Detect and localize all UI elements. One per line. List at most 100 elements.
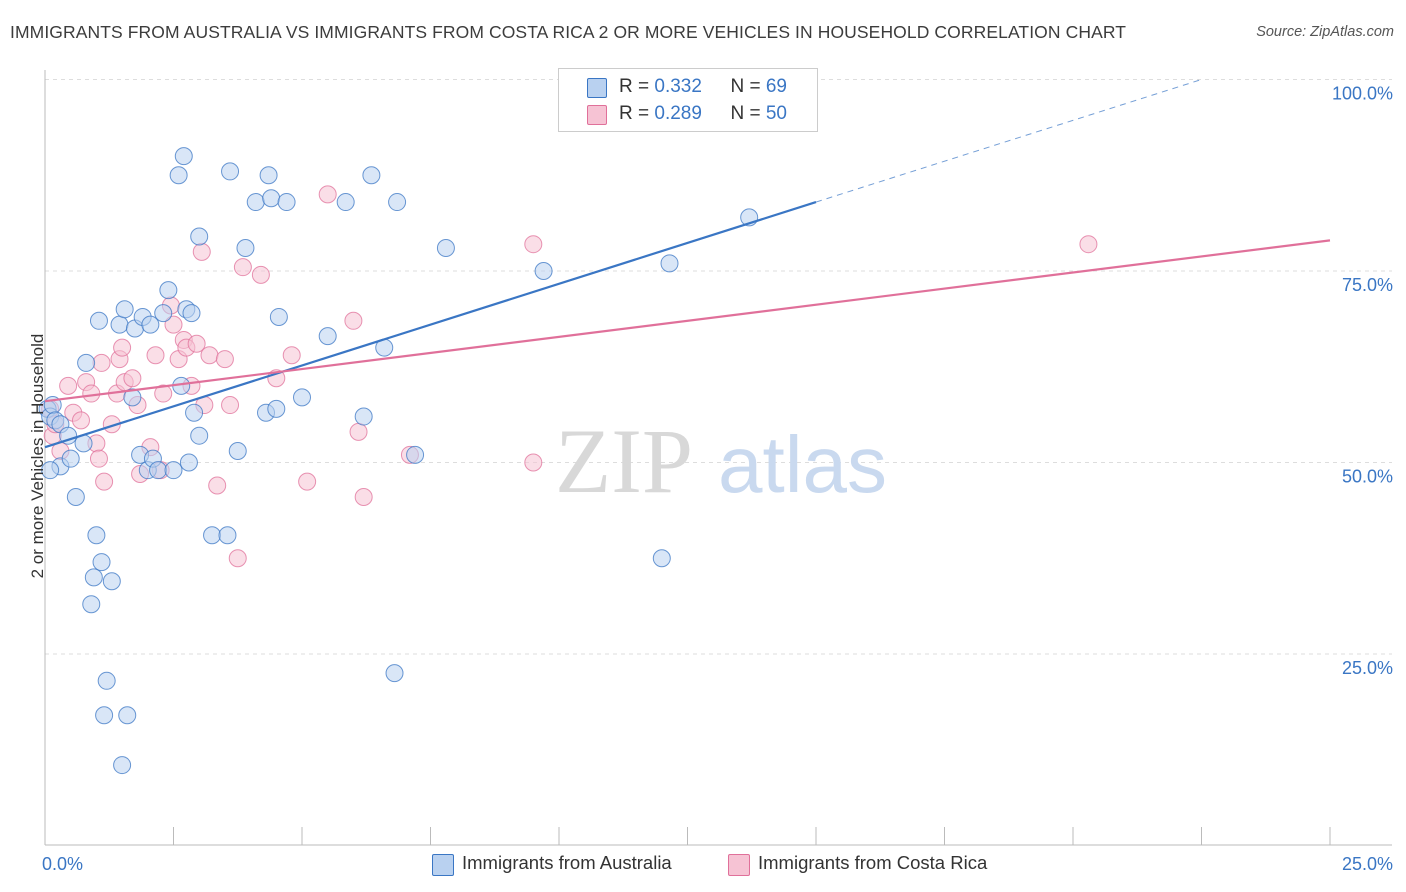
point-australia-8 — [61, 449, 80, 468]
point-costa-rica-22 — [146, 346, 165, 365]
point-costa-rica-50 — [524, 453, 543, 472]
point-costa-rica-39 — [233, 258, 252, 277]
y-tick-label-100: 100.0% — [1332, 84, 1393, 104]
point-costa-rica-37 — [221, 396, 240, 415]
point-australia-53 — [267, 399, 286, 418]
point-australia-55 — [277, 193, 296, 212]
bottom-legend-label-costa-rica: Immigrants from Costa Rica — [758, 852, 988, 873]
point-costa-rica-11 — [92, 353, 111, 372]
point-costa-rica-10 — [89, 449, 108, 468]
x-tick-label-1: 25.0% — [1342, 854, 1393, 874]
watermark-atlas: atlas — [718, 420, 887, 509]
trend-line-costa-rica — [44, 239, 1331, 403]
point-costa-rica-31 — [187, 334, 206, 353]
watermark: ZIP atlas — [555, 410, 887, 512]
point-australia-68 — [660, 254, 679, 273]
point-costa-rica-51 — [1079, 235, 1098, 254]
point-australia-19 — [102, 572, 121, 591]
point-australia-59 — [354, 407, 373, 426]
point-australia-37 — [174, 147, 193, 166]
point-australia-23 — [118, 706, 137, 725]
legend-n-value-costa-rica: 50 — [765, 103, 787, 124]
legend-swatch-australia — [587, 78, 607, 98]
point-costa-rica-44 — [318, 185, 337, 204]
point-australia-16 — [92, 553, 111, 572]
point-australia-21 — [113, 756, 132, 775]
point-costa-rica-42 — [282, 346, 301, 365]
point-australia-54 — [269, 307, 288, 326]
point-australia-52 — [262, 189, 281, 208]
y-axis-label: 2 or more Vehicles in Household — [28, 333, 47, 579]
point-australia-32 — [154, 304, 173, 323]
point-australia-20 — [110, 315, 129, 334]
point-australia-40 — [182, 304, 201, 323]
trend-line-australia-extension — [815, 79, 1202, 203]
point-costa-rica-35 — [208, 476, 227, 495]
point-australia-57 — [318, 327, 337, 346]
chart-title: IMMIGRANTS FROM AUSTRALIA VS IMMIGRANTS … — [10, 22, 1127, 42]
point-costa-rica-18 — [123, 369, 142, 388]
point-australia-14 — [87, 526, 106, 545]
point-australia-12 — [82, 595, 101, 614]
legend-r-label-australia: R = — [619, 76, 655, 97]
point-costa-rica-38 — [228, 549, 247, 568]
point-costa-rica-43 — [298, 472, 317, 491]
point-australia-45 — [218, 526, 237, 545]
point-australia-6 — [41, 461, 60, 480]
point-australia-63 — [388, 193, 407, 212]
point-costa-rica-49 — [524, 235, 543, 254]
point-australia-64 — [406, 445, 425, 464]
bottom-legend-swatch-australia — [432, 854, 454, 876]
bottom-legend-swatch-costa-rica — [728, 854, 750, 876]
y-tick-label-50: 50.0% — [1342, 467, 1393, 487]
point-australia-66 — [534, 262, 553, 280]
point-australia-31 — [149, 461, 168, 480]
point-australia-44 — [203, 526, 222, 545]
point-australia-41 — [185, 403, 204, 422]
point-costa-rica-6 — [71, 411, 90, 430]
point-australia-43 — [190, 227, 209, 246]
point-australia-9 — [66, 487, 85, 506]
point-australia-15 — [89, 311, 108, 330]
point-australia-65 — [436, 239, 455, 258]
point-australia-24 — [123, 388, 142, 407]
point-costa-rica-8 — [82, 384, 101, 403]
point-australia-18 — [97, 671, 116, 690]
legend-r-label-costa-rica: R = — [619, 103, 655, 124]
point-australia-46 — [221, 162, 240, 181]
point-australia-56 — [293, 388, 311, 407]
point-costa-rica-45 — [344, 311, 363, 330]
trend-lines — [44, 79, 1331, 449]
point-australia-34 — [164, 461, 183, 480]
point-costa-rica-34 — [200, 346, 219, 365]
point-australia-11 — [77, 353, 96, 372]
legend-n-label-australia: N = — [730, 76, 766, 97]
legend-r-value-australia: 0.332 — [654, 76, 702, 97]
legend-swatch-costa-rica — [587, 105, 607, 125]
watermark-zip: ZIP — [555, 410, 693, 512]
point-australia-42 — [190, 426, 209, 445]
axes — [44, 70, 1392, 846]
point-australia-35 — [169, 166, 188, 185]
point-australia-33 — [159, 281, 178, 300]
point-costa-rica-12 — [95, 472, 114, 491]
point-australia-49 — [246, 193, 265, 212]
source-label: Source: ZipAtlas.com — [1256, 24, 1394, 40]
point-costa-rica-36 — [215, 350, 234, 369]
legend: R = 0.332 N = 69 R = 0.289 N = 50 — [558, 68, 818, 132]
point-australia-39 — [179, 453, 198, 472]
point-australia-29 — [141, 315, 160, 334]
point-costa-rica-4 — [59, 376, 78, 395]
legend-n-label-costa-rica: N = — [730, 103, 766, 124]
tick-labels: 25.0% 50.0% 75.0% 100.0% 0.0% 25.0% — [42, 84, 1393, 875]
point-australia-58 — [336, 193, 355, 212]
point-australia-67 — [652, 549, 671, 568]
point-costa-rica-32 — [192, 242, 211, 261]
legend-n-value-australia: 69 — [765, 76, 787, 97]
point-australia-7 — [59, 426, 78, 445]
point-australia-22 — [115, 300, 134, 319]
gridlines — [45, 79, 1392, 655]
x-tick-label-0: 0.0% — [42, 854, 83, 874]
point-australia-13 — [84, 568, 103, 587]
